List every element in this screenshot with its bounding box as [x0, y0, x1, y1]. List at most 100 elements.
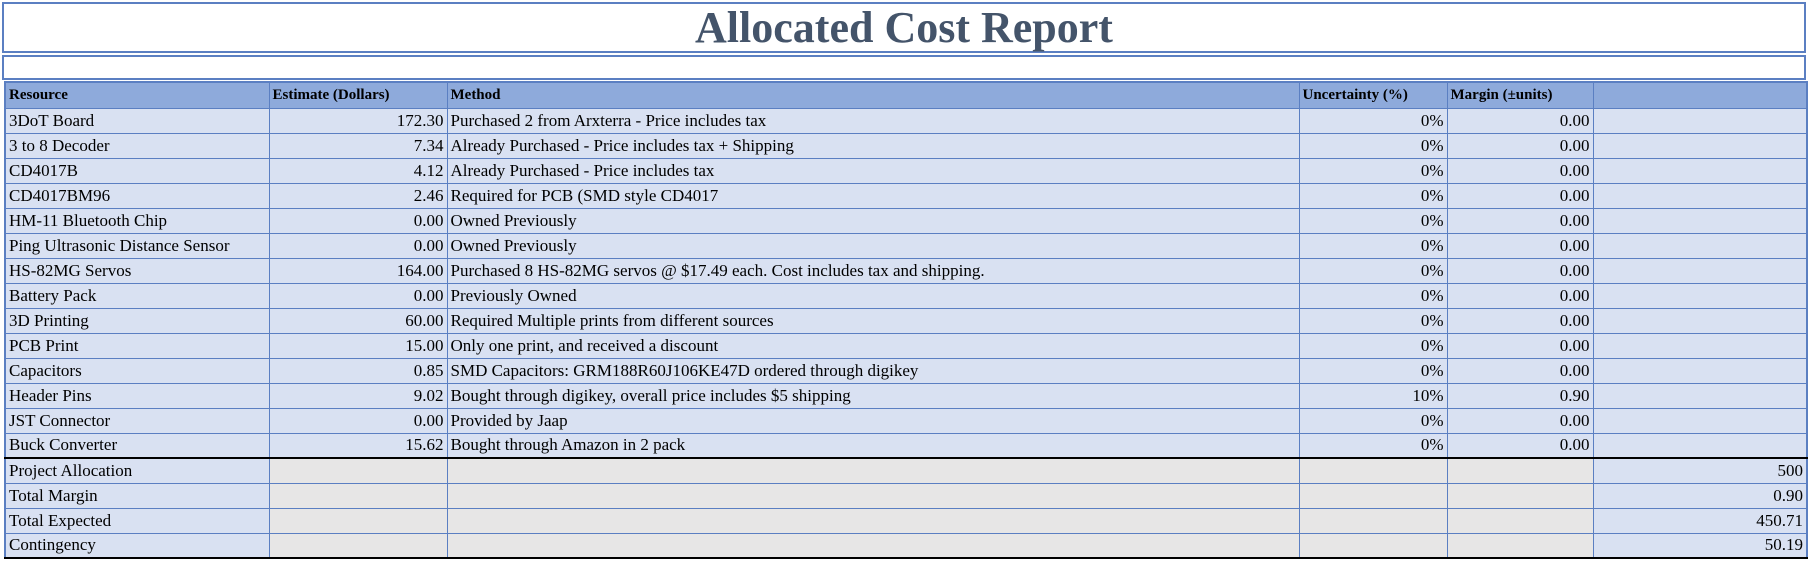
- cell-method[interactable]: Already Purchased - Price includes tax: [446, 157, 1300, 184]
- header-resource[interactable]: Resource: [4, 81, 270, 109]
- cell-uncertainty[interactable]: 0%: [1298, 182, 1448, 209]
- cell-uncertainty[interactable]: 0%: [1298, 232, 1448, 259]
- cell-method[interactable]: Required for PCB (SMD style CD4017: [446, 182, 1300, 209]
- cell-uncertainty[interactable]: 0%: [1298, 282, 1448, 309]
- cell-estimate[interactable]: 0.85: [268, 357, 448, 384]
- cell-uncertainty[interactable]: 0%: [1298, 157, 1448, 184]
- cell-total-empty[interactable]: [1592, 282, 1808, 309]
- cell-estimate[interactable]: 15.00: [268, 332, 448, 359]
- summary-value[interactable]: 0.90: [1592, 482, 1808, 509]
- cell-margin[interactable]: 0.00: [1446, 407, 1594, 434]
- cell-resource[interactable]: JST Connector: [4, 407, 270, 434]
- cell-total-empty[interactable]: [1592, 257, 1808, 284]
- summary-value[interactable]: 450.71: [1592, 507, 1808, 534]
- summary-empty-cell[interactable]: [1446, 507, 1594, 534]
- cell-margin[interactable]: 0.00: [1446, 332, 1594, 359]
- cell-estimate[interactable]: 164.00: [268, 257, 448, 284]
- cell-method[interactable]: Owned Previously: [446, 207, 1300, 234]
- cell-estimate[interactable]: 4.12: [268, 157, 448, 184]
- cell-total-empty[interactable]: [1592, 132, 1808, 159]
- cell-total-empty[interactable]: [1592, 182, 1808, 209]
- header-uncertainty[interactable]: Uncertainty (%): [1298, 81, 1448, 109]
- summary-empty-cell[interactable]: [1446, 457, 1594, 484]
- cell-method[interactable]: Purchased 2 from Arxterra - Price includ…: [446, 107, 1300, 134]
- cell-resource[interactable]: CD4017B: [4, 157, 270, 184]
- cell-resource[interactable]: 3 to 8 Decoder: [4, 132, 270, 159]
- cell-margin[interactable]: 0.00: [1446, 157, 1594, 184]
- cell-total-empty[interactable]: [1592, 332, 1808, 359]
- header-method[interactable]: Method: [446, 81, 1300, 109]
- cell-resource[interactable]: Buck Converter: [4, 432, 270, 459]
- summary-empty-cell[interactable]: [268, 482, 448, 509]
- cell-estimate[interactable]: 60.00: [268, 307, 448, 334]
- summary-empty-cell[interactable]: [268, 532, 448, 559]
- cell-estimate[interactable]: 15.62: [268, 432, 448, 459]
- summary-empty-cell[interactable]: [446, 532, 1300, 559]
- cell-margin[interactable]: 0.00: [1446, 257, 1594, 284]
- cell-margin[interactable]: 0.90: [1446, 382, 1594, 409]
- cell-margin[interactable]: 0.00: [1446, 107, 1594, 134]
- cell-uncertainty[interactable]: 0%: [1298, 257, 1448, 284]
- cell-uncertainty[interactable]: 0%: [1298, 207, 1448, 234]
- cell-total-empty[interactable]: [1592, 232, 1808, 259]
- summary-empty-cell[interactable]: [446, 482, 1300, 509]
- cell-total-empty[interactable]: [1592, 107, 1808, 134]
- cell-uncertainty[interactable]: 0%: [1298, 307, 1448, 334]
- summary-empty-cell[interactable]: [446, 457, 1300, 484]
- cell-margin[interactable]: 0.00: [1446, 307, 1594, 334]
- header-estimate[interactable]: Estimate (Dollars): [268, 81, 448, 109]
- cell-method[interactable]: Required Multiple prints from different …: [446, 307, 1300, 334]
- header-margin[interactable]: Margin (±units): [1446, 81, 1594, 109]
- cell-resource[interactable]: PCB Print: [4, 332, 270, 359]
- summary-empty-cell[interactable]: [1298, 507, 1448, 534]
- cell-total-empty[interactable]: [1592, 307, 1808, 334]
- cell-margin[interactable]: 0.00: [1446, 357, 1594, 384]
- cell-margin[interactable]: 0.00: [1446, 282, 1594, 309]
- cell-total-empty[interactable]: [1592, 207, 1808, 234]
- summary-empty-cell[interactable]: [1446, 482, 1594, 509]
- cell-resource[interactable]: CD4017BM96: [4, 182, 270, 209]
- cell-method[interactable]: Only one print, and received a discount: [446, 332, 1300, 359]
- cell-uncertainty[interactable]: 0%: [1298, 432, 1448, 459]
- cell-uncertainty[interactable]: 0%: [1298, 107, 1448, 134]
- cell-margin[interactable]: 0.00: [1446, 232, 1594, 259]
- summary-label[interactable]: Project Allocation: [4, 457, 270, 484]
- cell-resource[interactable]: Header Pins: [4, 382, 270, 409]
- summary-empty-cell[interactable]: [1298, 532, 1448, 559]
- summary-value[interactable]: 50.19: [1592, 532, 1808, 559]
- summary-empty-cell[interactable]: [1446, 532, 1594, 559]
- cell-estimate[interactable]: 0.00: [268, 207, 448, 234]
- cell-margin[interactable]: 0.00: [1446, 182, 1594, 209]
- cell-resource[interactable]: 3D Printing: [4, 307, 270, 334]
- cell-uncertainty[interactable]: 0%: [1298, 357, 1448, 384]
- cell-total-empty[interactable]: [1592, 382, 1808, 409]
- cell-resource[interactable]: 3DoT Board: [4, 107, 270, 134]
- cell-uncertainty[interactable]: 10%: [1298, 382, 1448, 409]
- summary-empty-cell[interactable]: [268, 457, 448, 484]
- cell-uncertainty[interactable]: 0%: [1298, 332, 1448, 359]
- cell-resource[interactable]: Battery Pack: [4, 282, 270, 309]
- cell-estimate[interactable]: 7.34: [268, 132, 448, 159]
- header-total[interactable]: [1592, 81, 1808, 109]
- cell-method[interactable]: Purchased 8 HS-82MG servos @ $17.49 each…: [446, 257, 1300, 284]
- cell-estimate[interactable]: 2.46: [268, 182, 448, 209]
- cell-margin[interactable]: 0.00: [1446, 432, 1594, 459]
- cell-estimate[interactable]: 172.30: [268, 107, 448, 134]
- cell-resource[interactable]: HM-11 Bluetooth Chip: [4, 207, 270, 234]
- cell-total-empty[interactable]: [1592, 407, 1808, 434]
- summary-value[interactable]: 500: [1592, 457, 1808, 484]
- cell-method[interactable]: Previously Owned: [446, 282, 1300, 309]
- summary-empty-cell[interactable]: [446, 507, 1300, 534]
- cell-method[interactable]: Provided by Jaap: [446, 407, 1300, 434]
- cell-uncertainty[interactable]: 0%: [1298, 407, 1448, 434]
- cell-method[interactable]: Already Purchased - Price includes tax +…: [446, 132, 1300, 159]
- cell-method[interactable]: Bought through digikey, overall price in…: [446, 382, 1300, 409]
- cell-uncertainty[interactable]: 0%: [1298, 132, 1448, 159]
- cell-total-empty[interactable]: [1592, 432, 1808, 459]
- cell-resource[interactable]: Capacitors: [4, 357, 270, 384]
- cell-estimate[interactable]: 0.00: [268, 232, 448, 259]
- cell-total-empty[interactable]: [1592, 157, 1808, 184]
- cell-method[interactable]: SMD Capacitors: GRM188R60J106KE47D order…: [446, 357, 1300, 384]
- cell-estimate[interactable]: 9.02: [268, 382, 448, 409]
- summary-empty-cell[interactable]: [268, 507, 448, 534]
